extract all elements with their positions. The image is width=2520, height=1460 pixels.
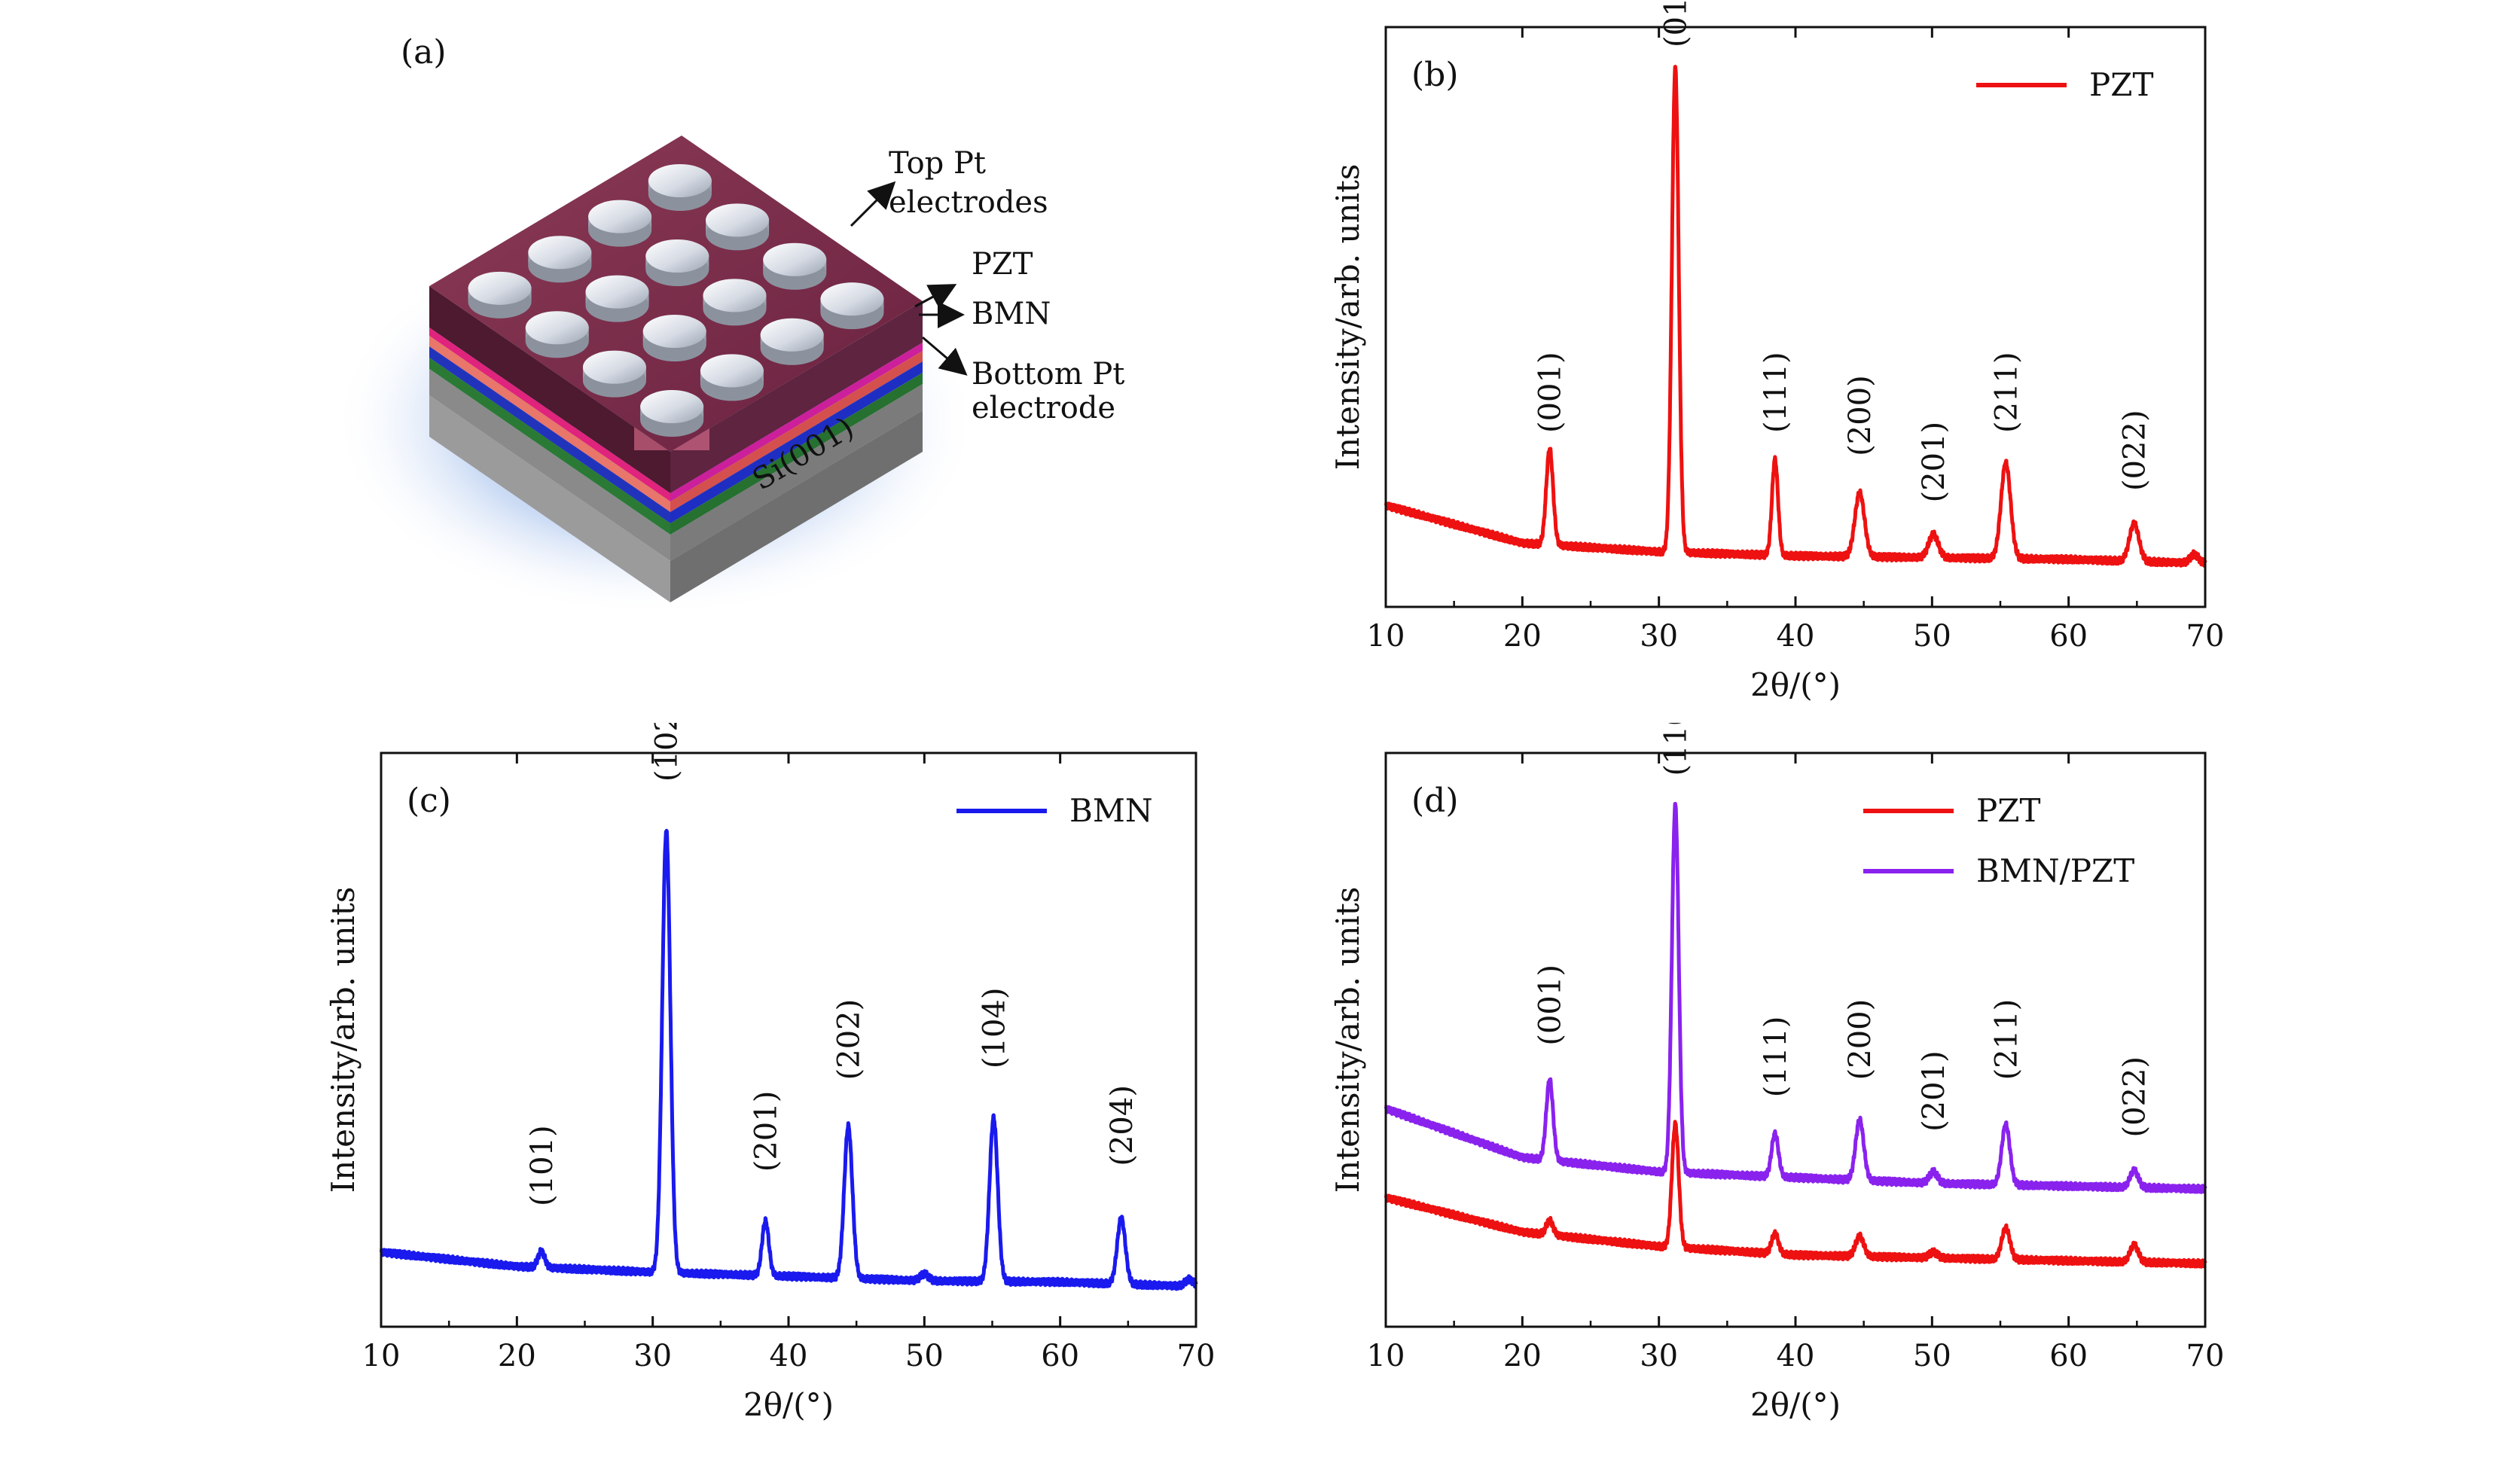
callout-top-pt-line1: Top Pt — [889, 146, 986, 181]
x-tick-label: 10 — [1367, 1339, 1405, 1373]
x-tick-label: 20 — [498, 1339, 536, 1373]
peak-label: (001) — [1533, 965, 1568, 1046]
chart-panel-c: 10 20 30 40 50 60 70 2θ/(°) Intensity/arb. units… — [325, 723, 1216, 1423]
x-tick-label: 30 — [1640, 1339, 1678, 1373]
x-tick-label: 20 — [1503, 619, 1542, 654]
series-line-bmn — [379, 828, 1198, 1291]
peak-label: (022) — [2118, 410, 2152, 491]
x-tick-label: 50 — [1913, 1339, 1951, 1373]
x-tick-label: 70 — [1177, 1339, 1216, 1373]
peak-label: (201) — [749, 1091, 783, 1172]
x-tick-label: 40 — [1777, 1339, 1815, 1373]
panel-label-a: (a) — [401, 33, 447, 72]
panel-label: (b) — [1411, 56, 1459, 94]
electrode-disk — [588, 200, 652, 247]
peak-label: (211) — [1989, 999, 2024, 1081]
electrode-disk — [528, 236, 592, 283]
peak-label: (204) — [1105, 1085, 1139, 1166]
peak-label: (010) — [1658, 0, 1693, 47]
peak-label: (022) — [2118, 1056, 2152, 1138]
series-line-pzt — [1384, 1120, 2207, 1269]
electrode-disk — [763, 242, 827, 290]
electrode-disk — [582, 350, 646, 398]
panel-a-schematic: (a) Si(001) Top Pt electrodes PZT BMN Bo — [331, 33, 1124, 617]
peak-label: (111) — [1759, 1017, 1793, 1098]
electrode-disk — [648, 164, 712, 211]
plot-frame — [380, 751, 1197, 1328]
peak-label: (200) — [1843, 999, 1878, 1081]
y-axis-label: Intensity/arb. units — [1329, 164, 1366, 471]
legend-entry: BMN/PZT — [1976, 852, 2134, 889]
series-line-bmn-pzt — [1384, 802, 2207, 1194]
x-axis-label: 2θ/(°) — [743, 1386, 834, 1423]
pzt-top-face — [429, 136, 923, 452]
x-tick-label: 40 — [770, 1339, 808, 1373]
legend-entry: BMN — [1069, 792, 1153, 829]
layer-stack-right — [670, 301, 923, 602]
peak-label: (101) — [525, 1125, 560, 1206]
x-tick-label: 10 — [1367, 619, 1405, 654]
x-axis-label: 2θ/(°) — [1750, 666, 1841, 703]
top-pt-electrodes — [468, 164, 884, 437]
layer-stack-left — [429, 286, 670, 602]
electrode-disk — [760, 318, 824, 365]
plot-frame — [1384, 26, 2207, 608]
peak-label: (110) — [1658, 723, 1693, 776]
peak-label: (102) — [650, 723, 685, 782]
x-tick-label: 20 — [1503, 1339, 1542, 1373]
electrode-disk — [820, 282, 884, 330]
legend-entry: PZT — [2089, 66, 2153, 103]
x-tick-label: 50 — [905, 1339, 944, 1373]
peak-label: (200) — [1843, 375, 1878, 456]
peak-label: (201) — [1917, 1050, 1951, 1132]
peak-label: (202) — [831, 999, 866, 1081]
series-line-pzt — [1384, 65, 2207, 568]
peak-label: (104) — [977, 988, 1011, 1069]
x-tick-label: 50 — [1913, 619, 1951, 654]
callout-bottom-pt-line1: Bottom Pt — [972, 357, 1124, 392]
x-tick-label: 70 — [2186, 1339, 2225, 1373]
electrode-disk — [645, 239, 709, 286]
callout-top-pt-line2: electrodes — [889, 185, 1048, 220]
electrode-disk — [525, 311, 589, 358]
peak-label: (111) — [1759, 352, 1793, 433]
callout-arrows — [850, 181, 968, 376]
electrode-disk — [706, 203, 770, 251]
legend-entry: PZT — [1976, 792, 2040, 829]
x-tick-label: 60 — [2049, 1339, 2088, 1373]
plot-frame — [1384, 751, 2207, 1328]
callout-bmn: BMN — [972, 297, 1051, 331]
y-axis-label: Intensity/arb. units — [1329, 887, 1366, 1193]
electrode-disk — [700, 354, 764, 401]
panel-label: (c) — [407, 782, 451, 820]
callout-bottom-pt-line2: electrode — [972, 391, 1115, 425]
chart-panel-d: 10 20 30 40 50 60 70 2θ/(°) Intensity/arb. units… — [1329, 723, 2225, 1423]
x-tick-label: 30 — [633, 1339, 672, 1373]
electrode-disk — [642, 315, 706, 361]
callout-pzt: PZT — [972, 247, 1033, 282]
x-tick-label: 70 — [2186, 619, 2225, 654]
electrode-disk — [703, 279, 767, 326]
panel-label: (d) — [1411, 782, 1459, 820]
peak-label: (001) — [1533, 352, 1568, 433]
x-tick-label: 30 — [1640, 619, 1678, 654]
electrode-disk — [468, 271, 532, 319]
electrode-disk — [640, 390, 704, 437]
y-axis-label: Intensity/arb. units — [325, 887, 362, 1193]
x-tick-label: 60 — [1041, 1339, 1079, 1373]
x-axis-label: 2θ/(°) — [1750, 1386, 1841, 1423]
x-tick-label: 40 — [1777, 619, 1815, 654]
peak-label: (201) — [1917, 422, 1951, 503]
chart-panel-b: 10 20 30 40 50 60 70 2θ/(°) Intensity/arb. units… — [1329, 0, 2225, 703]
x-tick-label: 60 — [2049, 619, 2088, 654]
electrode-disk — [585, 275, 649, 322]
peak-label: (211) — [1989, 352, 2024, 433]
x-tick-label: 10 — [362, 1339, 401, 1373]
